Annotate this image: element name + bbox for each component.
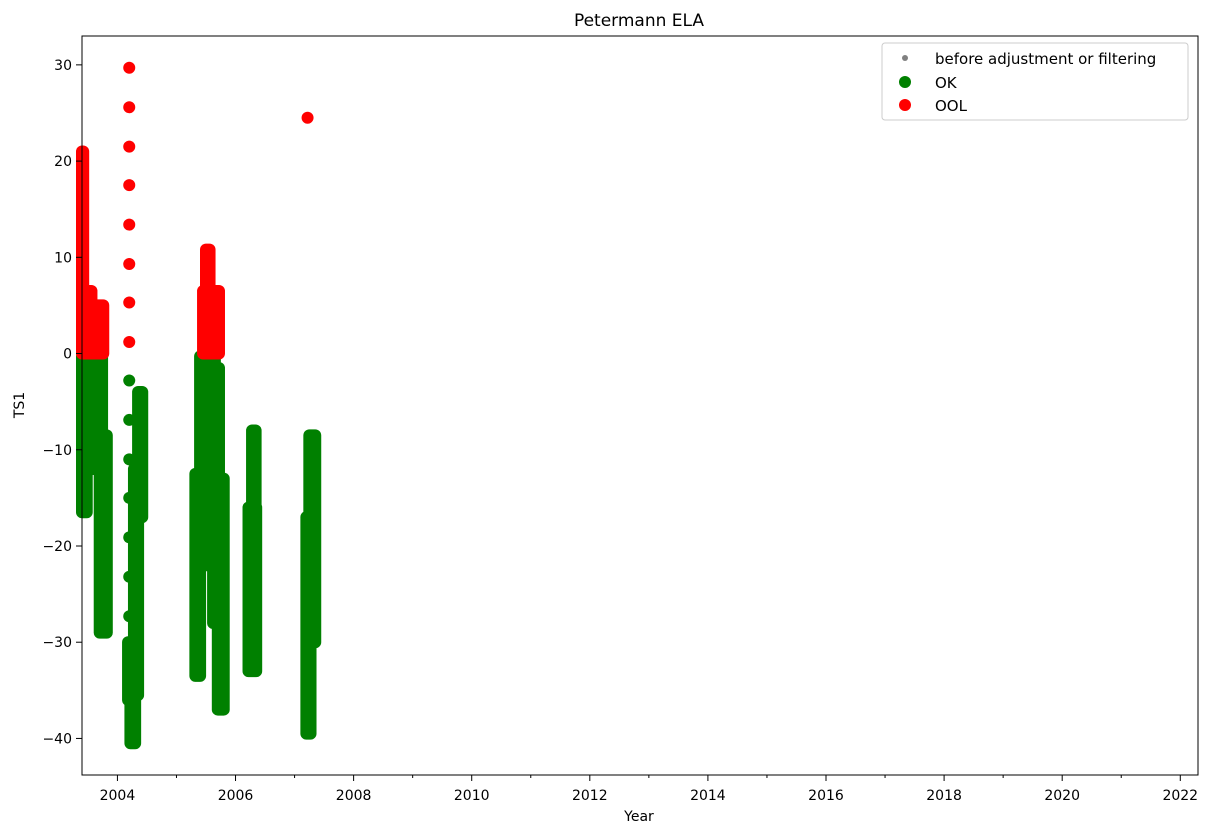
ok-point-cluster-3 <box>93 429 113 639</box>
ool-point-4 <box>123 179 136 192</box>
x-tick-label-2006: 2006 <box>218 788 254 804</box>
ool-point-7 <box>123 296 136 309</box>
y-tick-label--30: −30 <box>42 635 72 651</box>
legend-label-ool: OOL <box>935 97 968 115</box>
legend: before adjustment or filtering OK OOL <box>881 42 1189 121</box>
x-tick-label-2022: 2022 <box>1162 788 1198 804</box>
ool-point-cluster-3 <box>81 284 98 360</box>
legend-marker-ok <box>899 76 911 88</box>
ool-point-5 <box>123 218 136 231</box>
legend-marker-ool <box>899 99 911 111</box>
y-tick-label-0: 0 <box>63 347 72 363</box>
y-tick-label--20: −20 <box>42 539 72 555</box>
ok-point-2 <box>123 413 136 426</box>
ok-point-6 <box>123 570 136 583</box>
x-tick-label-2010: 2010 <box>454 788 490 804</box>
chart-title: Petermann ELA <box>574 11 704 31</box>
ok-point-1 <box>123 374 136 387</box>
ok-point-cluster-16 <box>303 429 322 649</box>
ool-point-2 <box>123 101 136 114</box>
ool-point-3 <box>123 140 136 153</box>
y-tick-label-10: 10 <box>54 250 72 266</box>
y-tick-label-20: 20 <box>54 154 72 170</box>
series-ok <box>76 350 322 750</box>
y-tick-label--10: −10 <box>42 443 72 459</box>
legend-label-ok: OK <box>935 74 958 92</box>
x-tick-label-2012: 2012 <box>572 788 608 804</box>
plot-frame <box>81 35 1199 776</box>
x-tick-label-2004: 2004 <box>100 788 136 804</box>
y-axis: −40 −30 −20 −10 0 10 20 30 <box>42 58 82 747</box>
x-tick-label-2008: 2008 <box>336 788 372 804</box>
x-axis-label: Year <box>623 809 654 825</box>
x-tick-label-2018: 2018 <box>926 788 962 804</box>
ool-point-9 <box>301 111 314 124</box>
ok-point-4 <box>123 491 136 504</box>
ok-point-cluster-12 <box>211 472 230 716</box>
y-tick-label--40: −40 <box>42 731 72 747</box>
data-points <box>76 61 322 750</box>
ok-point-cluster-7 <box>132 386 149 524</box>
y-tick-label-30: 30 <box>54 58 72 74</box>
ool-point-6 <box>123 258 136 271</box>
ok-point-7 <box>123 610 136 623</box>
ok-point-cluster-14 <box>246 424 262 552</box>
legend-label-before-adjustment: before adjustment or filtering <box>935 50 1156 68</box>
y-axis-label: TS1 <box>12 392 28 419</box>
ool-point-8 <box>123 335 136 348</box>
ool-point-cluster-5 <box>200 243 216 360</box>
ok-point-5 <box>123 531 136 544</box>
x-tick-label-2020: 2020 <box>1044 788 1080 804</box>
ool-point-1 <box>123 61 136 74</box>
legend-box <box>881 42 1189 121</box>
x-axis: 2004 2006 2008 2010 2012 2014 2016 2018 2020 2022 <box>100 775 1198 804</box>
legend-marker-before-adjustment <box>902 55 908 61</box>
x-tick-label-2016: 2016 <box>808 788 844 804</box>
ok-point-3 <box>123 453 136 466</box>
series-ool <box>76 61 314 360</box>
x-tick-label-2014: 2014 <box>690 788 726 804</box>
